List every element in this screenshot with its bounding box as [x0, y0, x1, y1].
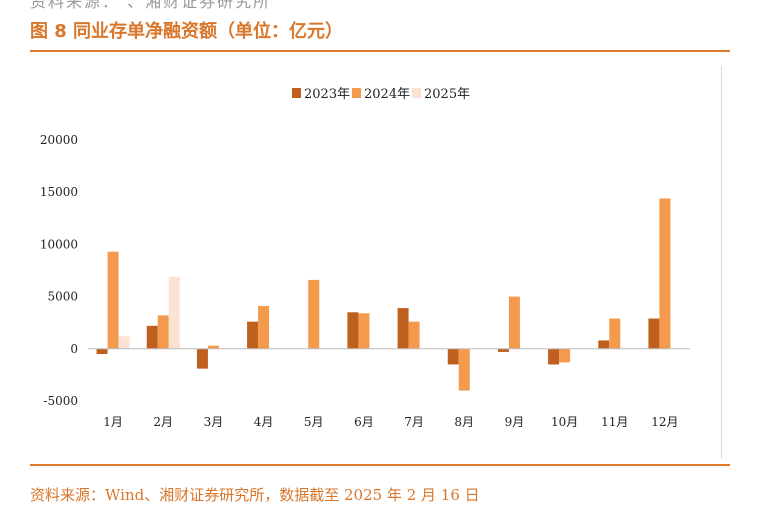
x-tick-label: 7月 — [404, 415, 424, 429]
cropped-source-line: 资料来源： 、湘财证券研究所 — [30, 0, 272, 11]
y-axis: -5000 0 5000 10000 15000 20000 — [40, 133, 78, 408]
x-tick-label: 8月 — [454, 415, 474, 429]
bar-2023年-8月 — [447, 348, 459, 365]
legend-label: 2023年 — [304, 87, 350, 102]
x-tick-label: 3月 — [204, 415, 224, 429]
x-tick-label: 6月 — [354, 415, 374, 429]
legend-swatch — [292, 88, 301, 98]
y-tick-label: 10000 — [40, 237, 78, 251]
bar-2024年-12月 — [659, 198, 671, 349]
legend-label: 2024年 — [364, 87, 410, 102]
x-axis: 1月 2月 3月 4月 5月 6月 7月 8月 9月 10月 11月 12月 — [88, 348, 690, 429]
x-tick-label: 11月 — [601, 415, 628, 429]
bar-2025年-1月 — [118, 336, 130, 349]
chart-frame-right — [721, 66, 722, 459]
bar-2024年-11月 — [609, 318, 621, 349]
y-tick-label: 5000 — [47, 290, 78, 304]
bars — [96, 198, 671, 391]
bar-2023年-3月 — [196, 348, 208, 369]
bar-2023年-2月 — [146, 325, 158, 349]
title-divider — [30, 50, 730, 52]
x-tick-label: 2月 — [153, 415, 173, 429]
bar-2024年-9月 — [508, 296, 520, 349]
bar-2023年-10月 — [548, 348, 560, 365]
y-tick-label: -5000 — [43, 394, 78, 408]
bar-2024年-5月 — [308, 279, 320, 349]
bar-2024年-3月 — [207, 345, 219, 349]
bar-2024年-8月 — [458, 348, 470, 391]
bar-2023年-12月 — [648, 318, 660, 349]
x-tick-label: 1月 — [103, 415, 123, 429]
bar-2025年-2月 — [168, 276, 180, 349]
legend-swatch — [412, 88, 421, 98]
legend-swatch — [352, 88, 361, 98]
x-tick-label: 9月 — [505, 415, 525, 429]
x-tick-label: 12月 — [651, 415, 678, 429]
bar-2023年-9月 — [497, 348, 509, 352]
legend: 2023年 2024年 2025年 — [292, 87, 470, 102]
x-tick-label: 10月 — [551, 415, 578, 429]
source-note: 资料来源：Wind、湘财证券研究所，数据截至 2025 年 2 月 16 日 — [30, 486, 480, 504]
x-tick-label: 4月 — [254, 415, 274, 429]
y-tick-label: 20000 — [40, 133, 78, 147]
figure-title: 图 8 同业存单净融资额（单位：亿元） — [30, 21, 344, 42]
bar-2024年-2月 — [157, 315, 169, 349]
bar-2024年-4月 — [258, 305, 270, 349]
bar-2024年-1月 — [107, 251, 119, 349]
legend-label: 2025年 — [424, 87, 470, 102]
bar-2023年-1月 — [96, 348, 108, 355]
bar-2024年-7月 — [408, 321, 420, 349]
bar-2023年-7月 — [397, 308, 409, 349]
footer-divider — [30, 464, 730, 466]
bar-2023年-11月 — [598, 340, 610, 349]
y-tick-label: 0 — [70, 342, 78, 356]
y-tick-label: 15000 — [40, 185, 78, 199]
bar-2023年-6月 — [347, 312, 359, 349]
x-tick-label: 5月 — [304, 415, 324, 429]
bar-2024年-6月 — [358, 313, 370, 349]
bar-2024年-10月 — [559, 348, 571, 363]
bar-2023年-4月 — [247, 321, 259, 349]
